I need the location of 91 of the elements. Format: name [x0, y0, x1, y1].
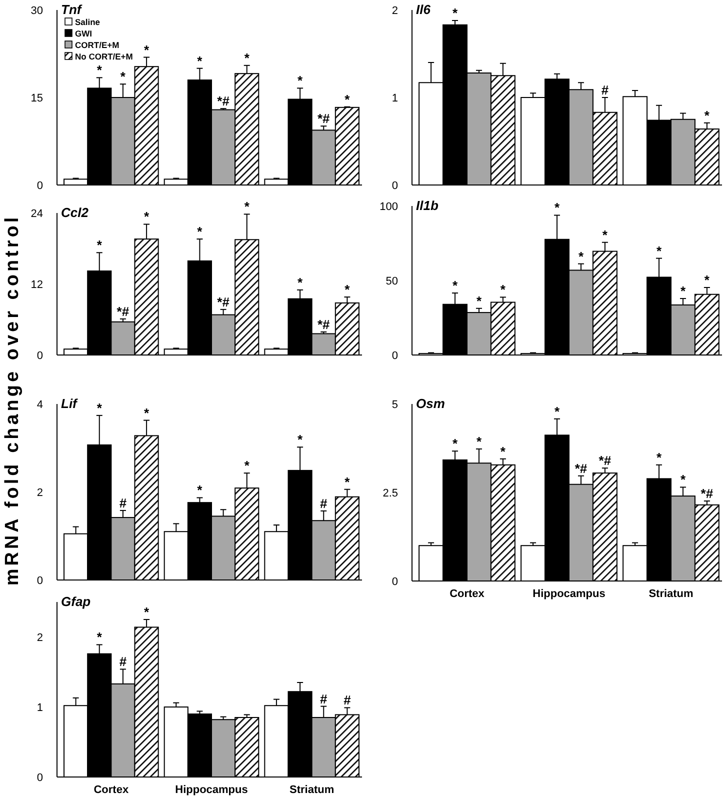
data-label: * [244, 458, 250, 474]
data-label: * [476, 293, 482, 308]
y-tick-label: 12 [30, 278, 43, 291]
data-label: * [680, 472, 686, 488]
y-tick-label: 15 [30, 92, 43, 104]
data-label: * [476, 434, 482, 449]
x-tick-label: Cortex [94, 784, 130, 796]
y-tick-label: 0 [36, 350, 43, 362]
chart-title: Il6 [416, 2, 432, 17]
y-tick-label: 0 [36, 574, 43, 587]
data-label: * [656, 450, 662, 465]
y-tick-label: 30 [30, 4, 43, 17]
x-tick-label: Striatum [290, 784, 334, 796]
data-label: # [601, 82, 610, 98]
data-label: * [96, 400, 103, 416]
data-label: # [119, 495, 128, 510]
data-label: * [656, 243, 662, 258]
x-tick-label: Striatum [648, 588, 694, 600]
data-label: * [96, 630, 103, 645]
chart-title: Osm [416, 396, 446, 411]
y-tick-label: 4 [36, 398, 43, 411]
data-label: * [298, 73, 304, 88]
data-label: * [244, 50, 250, 66]
y-tick-label: 0 [36, 772, 43, 784]
y-tick-label: 2 [36, 632, 43, 644]
data-label: * [120, 69, 126, 84]
x-tick-label: Cortex [450, 588, 486, 600]
data-label: * [96, 62, 103, 78]
data-label: * [144, 42, 150, 58]
y-tick-label: 0 [392, 576, 398, 588]
data-label: * [452, 278, 458, 294]
data-label: * [704, 272, 710, 288]
data-label: * [554, 404, 560, 419]
data-label: * [344, 474, 351, 490]
legend-label: Saline [75, 17, 100, 27]
data-label: *# [217, 294, 230, 310]
data-label: # [320, 496, 328, 511]
data-label: * [197, 482, 204, 498]
y-tick-label: 100 [380, 200, 398, 213]
data-label: *# [217, 94, 230, 109]
data-label: * [344, 282, 351, 298]
data-label: *# [700, 486, 714, 501]
y-tick-label: 5 [392, 398, 398, 411]
data-label: * [554, 200, 560, 216]
data-label: * [144, 405, 150, 420]
x-tick-label: Hippocampus [532, 588, 606, 600]
legend-label: GWI [75, 28, 92, 38]
y-tick-label: 50 [386, 275, 398, 288]
data-label: * [452, 436, 458, 452]
data-label: * [344, 92, 351, 107]
data-label: * [298, 432, 304, 448]
chart-title: Gfap [61, 594, 91, 609]
y-tick-label: 2 [36, 486, 43, 499]
data-label: * [298, 274, 304, 290]
chart-title: Lif [61, 396, 79, 411]
chart-title: Tnf [61, 2, 83, 17]
data-label: * [144, 604, 150, 620]
y-tick-label: 1 [392, 92, 398, 104]
data-label: * [500, 444, 506, 459]
y-tick-label: 0 [392, 350, 398, 362]
data-label: *# [598, 453, 612, 468]
y-tick-label: 2 [392, 4, 398, 17]
data-label: * [197, 53, 204, 68]
data-label: * [500, 282, 506, 298]
data-label: * [244, 199, 250, 214]
legend-label: CORT/E+M [75, 40, 120, 50]
data-label: * [578, 248, 584, 264]
data-label: * [704, 108, 710, 123]
y-tick-label: 0 [392, 180, 398, 192]
y-tick-label: 2.5 [382, 487, 398, 500]
data-label: * [96, 238, 103, 253]
data-label: *# [116, 304, 130, 319]
chart-title: Il1b [416, 198, 438, 213]
data-label: *# [317, 316, 331, 332]
data-label: * [680, 284, 686, 299]
data-label: * [602, 227, 608, 242]
x-tick-label: Hippocampus [175, 784, 248, 796]
data-label: *# [574, 460, 588, 476]
data-label: # [320, 691, 328, 706]
legend-label: No CORT/E+M [75, 52, 133, 62]
data-label: * [144, 209, 150, 224]
data-label: * [452, 6, 458, 20]
data-label: # [119, 654, 128, 670]
data-label: *# [317, 111, 331, 126]
y-tick-label: 0 [36, 180, 43, 192]
y-axis-title: mRNA fold change over control [2, 214, 23, 586]
chart-title: Ccl2 [61, 205, 90, 220]
data-label: * [197, 224, 204, 240]
y-tick-label: 24 [30, 208, 43, 220]
y-tick-label: 1 [36, 702, 43, 714]
data-label: # [344, 692, 352, 708]
